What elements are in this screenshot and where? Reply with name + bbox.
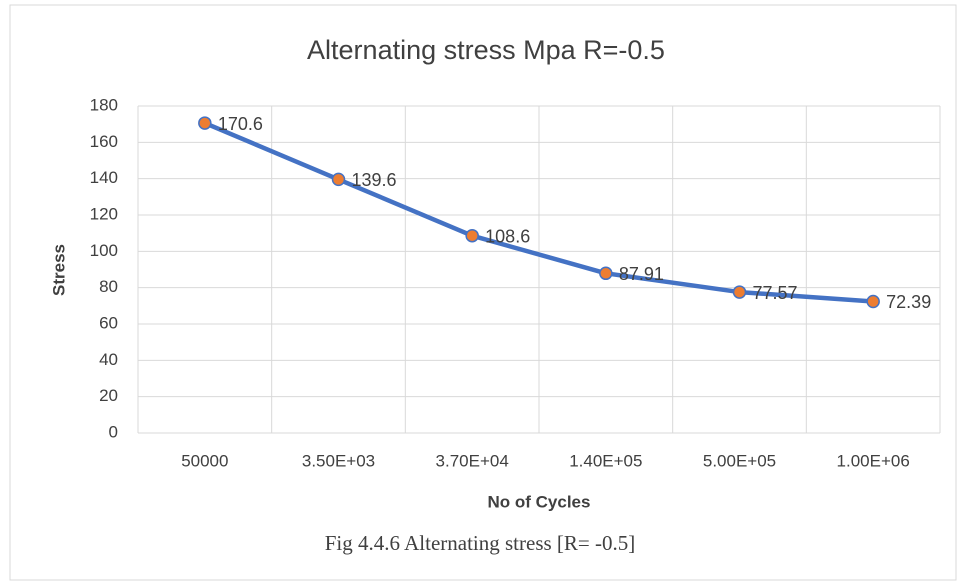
x-tick-label: 3.70E+04	[436, 451, 509, 470]
chart-frame	[9, 4, 957, 581]
data-label: 77.57	[753, 283, 798, 303]
data-point	[198, 116, 212, 130]
data-line	[202, 120, 876, 304]
y-tick-label: 180	[90, 95, 118, 114]
data-point	[732, 285, 747, 299]
x-tick-label: 1.40E+05	[569, 451, 642, 470]
data-label: 139.6	[352, 170, 397, 190]
x-tick-label: 3.50E+03	[302, 451, 375, 470]
y-tick-label: 40	[99, 350, 118, 369]
x-tick-label: 5.00E+05	[703, 451, 776, 470]
y-axis-label: Stress	[49, 244, 68, 296]
data-point	[599, 266, 613, 281]
y-tick-label: 60	[99, 313, 118, 332]
y-tick-label: 20	[99, 386, 118, 405]
data-label: 87.91	[619, 264, 664, 284]
y-tick-label: 120	[90, 204, 118, 223]
data-label: 72.39	[886, 292, 931, 312]
y-tick-label: 80	[99, 277, 118, 296]
y-tick-label: 140	[90, 168, 118, 187]
data-point	[465, 228, 479, 243]
x-axis-label: No of Cycles	[488, 492, 591, 511]
data-label: 108.6	[485, 226, 530, 246]
x-tick-label: 50000	[181, 451, 228, 470]
y-tick-label: 100	[90, 241, 118, 260]
y-tick-label: 160	[90, 132, 118, 151]
y-tick-label: 0	[109, 422, 118, 441]
data-point	[866, 294, 880, 309]
chart-title: Alternating stress Mpa R=-0.5	[307, 35, 665, 65]
data-point	[331, 172, 346, 187]
figure-caption: Fig 4.4.6 Alternating stress [R= -0.5]	[325, 531, 636, 555]
x-tick-label: 1.00E+06	[837, 451, 910, 470]
data-label: 170.6	[218, 114, 263, 134]
